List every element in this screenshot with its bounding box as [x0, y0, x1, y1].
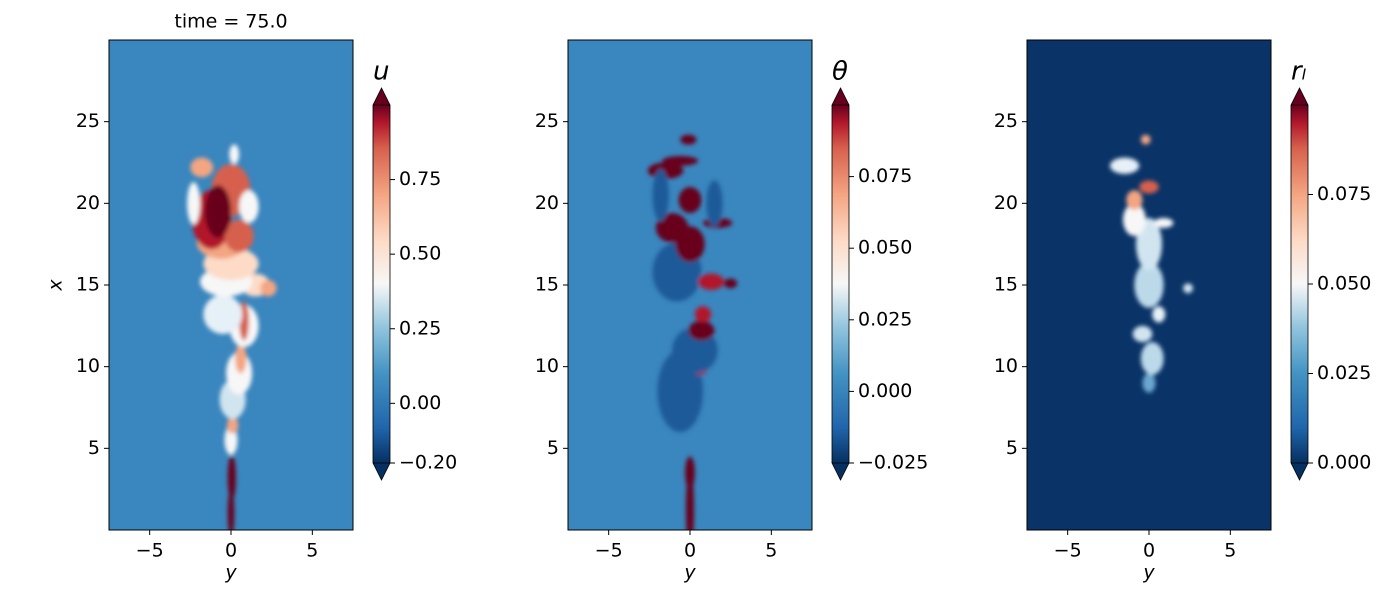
plume-blob: [678, 187, 702, 214]
colorbar-extend-bottom: [831, 462, 850, 481]
plume-blob: [680, 134, 697, 145]
colorbar-tick-label: 0.50: [399, 243, 441, 265]
field: [1109, 134, 1193, 393]
y-tick-label: 25: [76, 110, 100, 132]
colorbar-tick-label: 0.000: [1317, 452, 1371, 474]
x-axis-label: y: [1142, 562, 1155, 584]
plume-blob: [1126, 190, 1143, 210]
plume-blob: [1140, 134, 1151, 145]
plume-blob: [1135, 218, 1163, 271]
plume-blob: [706, 180, 723, 227]
field: [647, 134, 738, 530]
y-tick-label: 15: [535, 274, 559, 296]
colorbar: [832, 105, 849, 463]
plume-blob: [190, 157, 214, 178]
colorbar: [1291, 105, 1308, 463]
x-tick-label: 0: [684, 540, 696, 562]
plume-blob: [655, 213, 689, 243]
y-tick-label: 20: [76, 192, 100, 214]
plume-blob: [203, 294, 243, 334]
x-axis-label: y: [683, 562, 696, 584]
plume-blob: [226, 417, 239, 434]
colorbar-extend-bottom: [372, 462, 391, 481]
plume-blob: [224, 219, 254, 253]
colorbar-tick-label: −0.20: [399, 452, 457, 474]
colorbar-tick-label: 0.75: [399, 168, 441, 190]
x-tick-label: −5: [595, 540, 623, 562]
y-tick-label: 25: [994, 110, 1018, 132]
colorbar-tick-label: 0.075: [1317, 183, 1371, 205]
plume-blob: [1183, 283, 1193, 294]
colorbar-extend-top: [372, 87, 391, 106]
x-tick-label: 5: [306, 540, 318, 562]
plume-blob: [235, 343, 247, 374]
plume-blob: [187, 182, 201, 225]
colorbar-tick-label: 0.00: [399, 392, 441, 414]
plume-blob: [260, 280, 277, 297]
colorbar-tick-label: 0.025: [1317, 362, 1371, 384]
colorbar-tick-label: 0.000: [858, 380, 912, 402]
colorbar-extend-top: [831, 87, 850, 106]
y-tick-label: 20: [994, 192, 1018, 214]
plume-blob: [1142, 373, 1156, 393]
plume-blob: [1153, 218, 1174, 228]
plume-blob: [227, 454, 236, 501]
field: [187, 144, 277, 530]
colorbar-tick-label: 0.025: [858, 308, 912, 330]
x-tick-label: 5: [765, 540, 777, 562]
plume-blob: [694, 306, 712, 323]
y-tick-label: 10: [994, 355, 1018, 377]
plume-blob: [1139, 180, 1159, 194]
y-tick-label: 25: [535, 110, 559, 132]
x-tick-label: −5: [136, 540, 164, 562]
x-tick-label: −5: [1054, 540, 1082, 562]
y-tick-label: 5: [88, 437, 100, 459]
y-tick-label: 15: [76, 274, 100, 296]
colorbar-tick-label: 0.25: [399, 317, 441, 339]
plume-blob: [698, 273, 725, 290]
y-tick-label: 15: [994, 274, 1018, 296]
plume-blob: [1109, 157, 1140, 174]
colorbar-label: θ: [832, 57, 848, 87]
y-axis-label: x: [45, 279, 67, 292]
plume-blob: [724, 278, 738, 289]
plume-blob: [1134, 262, 1164, 308]
plume-blob: [1140, 342, 1164, 375]
colorbar-extend-bottom: [1290, 462, 1309, 481]
colorbar-label: rₗ: [1291, 57, 1307, 87]
plume-blob: [204, 185, 231, 238]
plume-blob: [688, 320, 715, 341]
colorbar-extend-top: [1290, 87, 1309, 106]
colorbar-label: u: [373, 57, 389, 87]
plume-blob: [1132, 325, 1153, 343]
plume-blob: [1152, 306, 1166, 323]
y-tick-label: 5: [547, 437, 559, 459]
y-tick-label: 20: [535, 192, 559, 214]
plume-blob: [685, 456, 695, 490]
x-tick-label: 5: [1224, 540, 1236, 562]
colorbar-tick-label: 0.050: [1317, 273, 1371, 295]
plume-blob: [239, 190, 259, 223]
y-tick-label: 10: [535, 355, 559, 377]
colorbar-tick-label: −0.025: [858, 452, 928, 474]
x-tick-label: 0: [1143, 540, 1155, 562]
x-tick-label: 0: [225, 540, 237, 562]
colorbar-tick-label: 0.050: [858, 237, 912, 259]
y-tick-label: 10: [76, 355, 100, 377]
plume-blob: [662, 155, 699, 166]
colorbar-tick-label: 0.075: [858, 165, 912, 187]
x-axis-label: y: [224, 562, 237, 584]
colorbar: [373, 105, 390, 463]
plume-blob: [652, 169, 669, 222]
colorbar-frame: [831, 105, 850, 463]
plume-blob: [1122, 203, 1146, 237]
plume-blob: [229, 144, 240, 165]
y-tick-label: 5: [1006, 437, 1018, 459]
panel-title: time = 75.0: [174, 11, 287, 33]
